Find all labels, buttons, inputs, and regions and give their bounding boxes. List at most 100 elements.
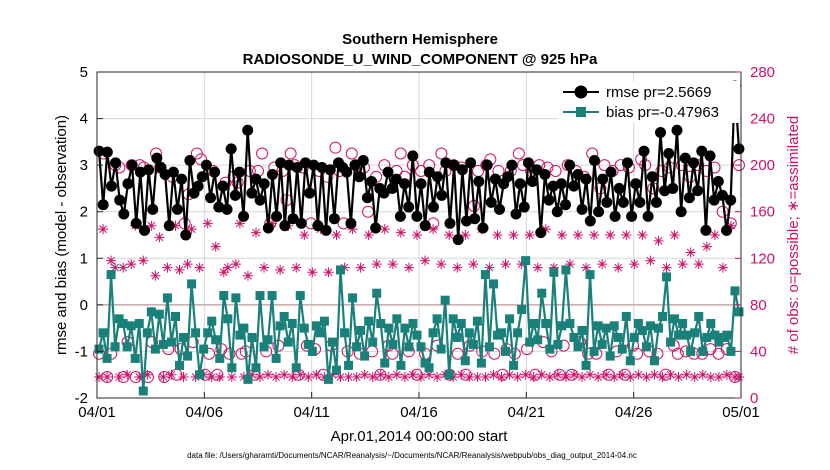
bias-point <box>702 332 712 342</box>
assimilated-obs-point <box>633 369 644 380</box>
rmse-point <box>118 208 130 220</box>
bias-point <box>649 356 659 366</box>
rmse-point <box>444 217 456 229</box>
assimilated-obs-point <box>178 372 189 383</box>
assimilated-obs-point <box>114 372 125 383</box>
bias-point <box>597 339 607 349</box>
bias-point <box>480 270 490 280</box>
rmse-point <box>110 157 122 169</box>
rmse-point <box>205 192 217 204</box>
rmse-point <box>328 213 340 225</box>
assimilated-obs-point <box>182 259 193 270</box>
assimilated-obs-point <box>106 255 117 266</box>
bias-point <box>331 365 341 375</box>
assimilated-obs-point <box>480 372 491 383</box>
rmse-point <box>353 171 365 183</box>
bias-point <box>625 356 635 366</box>
bias-point <box>501 346 511 356</box>
assimilated-obs-point <box>371 259 382 270</box>
rmse-point <box>605 166 617 178</box>
y-tick-label: 4 <box>80 111 88 128</box>
assimilated-obs-point <box>295 369 306 380</box>
y2-tick-label: 200 <box>750 157 775 174</box>
assimilated-obs-point <box>162 262 173 273</box>
assimilated-obs-point <box>102 372 113 383</box>
assimilated-obs-point <box>311 369 322 380</box>
bias-point <box>589 346 599 356</box>
bias-point <box>263 335 273 345</box>
assimilated-obs-point <box>267 218 278 229</box>
rmse-point <box>427 201 439 213</box>
bias-point <box>577 325 587 335</box>
rmse-point <box>597 173 609 185</box>
bias-point <box>175 360 185 370</box>
bias-point <box>565 318 575 328</box>
bias-point <box>223 314 233 324</box>
bias-point <box>114 314 124 324</box>
bias-point <box>541 318 551 328</box>
y2-axis-label: # of obs: o=possible; ∗=assimilated <box>785 116 802 355</box>
assimilated-obs-point <box>359 369 370 380</box>
bias-point <box>299 323 309 333</box>
rmse-point <box>659 185 671 197</box>
rmse-point <box>93 145 105 157</box>
rmse-point <box>378 187 390 199</box>
rmse-point <box>683 192 695 204</box>
rmse-point <box>725 194 737 206</box>
assimilated-obs-point <box>629 259 640 270</box>
bias-point <box>633 318 643 328</box>
rmse-point <box>361 192 373 204</box>
bias-point <box>110 342 120 352</box>
bias-point <box>130 353 140 363</box>
rmse-point <box>502 171 514 183</box>
footnote: data file: /Users/gharamti/Documents/NCA… <box>187 451 637 460</box>
bias-point <box>207 316 217 326</box>
rmse-point <box>370 222 382 234</box>
possible-obs-point <box>451 347 464 360</box>
rmse-point <box>671 124 683 136</box>
bias-point <box>146 307 156 317</box>
assimilated-obs-point <box>424 369 435 380</box>
rmse-point <box>576 203 588 215</box>
bias-point <box>666 337 676 347</box>
x-tick-label: 04/06 <box>186 404 224 421</box>
rmse-series <box>93 80 745 246</box>
assimilated-obs-point <box>210 241 221 252</box>
assimilated-obs-point <box>693 259 704 270</box>
bias-point <box>682 330 692 340</box>
rmse-point <box>477 222 489 234</box>
rmse-point <box>630 178 642 190</box>
bias-point <box>694 312 704 321</box>
y2-tick-label: 40 <box>750 343 767 360</box>
bias-point <box>295 291 305 301</box>
y2-tick-label: 280 <box>750 64 775 81</box>
rmse-point <box>213 201 225 213</box>
rmse-point <box>423 166 435 178</box>
rmse-point <box>134 166 146 178</box>
assimilated-obs-point <box>504 369 515 380</box>
assimilated-obs-point <box>528 372 539 383</box>
x-tick-label: 05/01 <box>722 404 760 421</box>
bias-point <box>142 328 152 338</box>
rmse-point <box>663 148 675 159</box>
rmse-point <box>349 159 361 171</box>
bias-point <box>601 323 611 333</box>
possible-obs-point <box>671 347 684 360</box>
bias-point <box>211 335 221 345</box>
bias-point <box>513 328 523 338</box>
assimilated-obs-point <box>158 372 169 383</box>
assimilated-obs-point <box>94 372 105 383</box>
assimilated-obs-point <box>540 224 551 235</box>
bias-point <box>384 323 394 333</box>
rmse-point <box>621 157 633 169</box>
assimilated-obs-point <box>335 372 346 383</box>
bias-point <box>215 353 225 363</box>
assimilated-obs-point <box>299 230 310 240</box>
rmse-point <box>679 152 691 164</box>
rmse-point <box>506 159 518 171</box>
assimilated-obs-point <box>536 369 547 380</box>
y2-tick-label: 240 <box>750 111 775 128</box>
bias-point <box>98 328 108 338</box>
assimilated-obs-point <box>589 230 600 240</box>
assimilated-obs-point <box>653 235 664 246</box>
